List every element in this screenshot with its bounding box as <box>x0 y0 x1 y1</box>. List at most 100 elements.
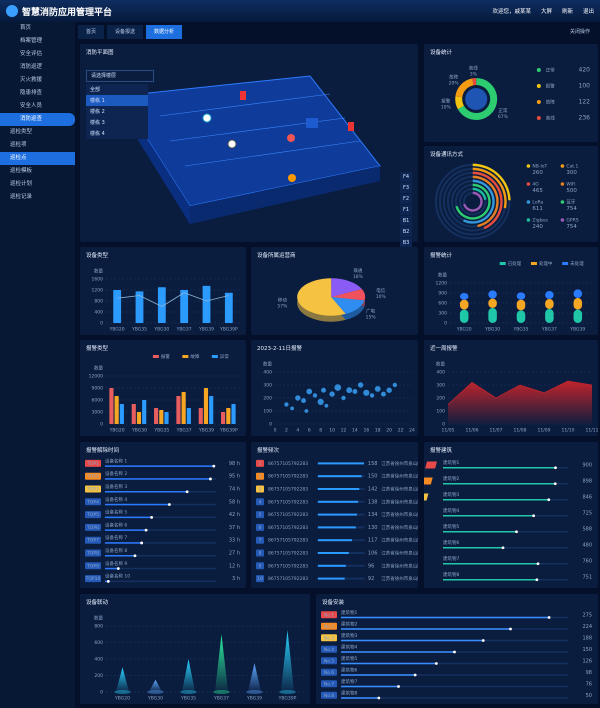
submenu-item[interactable]: 巡检模板 <box>10 168 33 174</box>
menu-item[interactable]: 隐患排查 <box>20 90 43 96</box>
rank-badge <box>321 645 337 653</box>
rank-badge <box>85 523 101 531</box>
bar <box>317 475 362 478</box>
value-label: 900 <box>582 463 592 469</box>
legend-label: 异常 <box>220 353 229 360</box>
donut-slice <box>472 78 477 86</box>
tab-action[interactable]: 关闭操作 <box>569 29 590 35</box>
value-label: 126 <box>582 658 592 664</box>
line <box>447 380 593 405</box>
legend-dot <box>560 164 565 168</box>
submenu-item[interactable]: 巡检计划 <box>10 181 33 187</box>
rank-label: No.4 <box>324 647 334 653</box>
x-tick-label: YBG35 <box>153 428 169 434</box>
legend-dot <box>526 218 531 222</box>
y-tick-label: 300 <box>436 383 445 389</box>
menu-item[interactable]: 灭火救援 <box>20 77 43 83</box>
floor-button[interactable]: B3 <box>400 238 412 248</box>
legend-label: 正常 <box>546 67 555 74</box>
x-tick-label: YBG35 <box>180 696 196 702</box>
tab[interactable]: 设备报送 <box>107 25 144 39</box>
submenu-item[interactable]: 巡检类型 <box>10 129 33 135</box>
bubble <box>304 409 309 413</box>
pie-slice <box>331 289 366 301</box>
item-name: 设备名称 2 <box>105 470 127 477</box>
floor-option[interactable]: 楼栋 2 <box>90 109 105 115</box>
x-tick-label: YBG30 <box>484 327 500 333</box>
rank-label: TOP5 <box>86 512 99 518</box>
bar <box>105 478 211 480</box>
floor-option[interactable]: 楼栋 3 <box>90 120 105 126</box>
value-label: 898 <box>582 479 592 485</box>
slice-name: 移动 <box>278 297 287 304</box>
header-action[interactable]: 欢迎您，戚某某 <box>492 9 531 15</box>
x-tick-label: 20 <box>386 428 392 434</box>
floor-option[interactable]: 楼栋 4 <box>90 131 105 137</box>
item-name: 86757105792283 <box>268 538 308 544</box>
y-tick-label: 6000 <box>92 398 104 404</box>
bar <box>105 555 135 557</box>
bar-tip <box>209 477 212 481</box>
y-tick-label: 400 <box>436 370 445 376</box>
tab[interactable]: 数据分析 <box>146 25 183 39</box>
floor-button[interactable]: F3 <box>400 183 412 193</box>
rank-badge <box>85 485 101 493</box>
submenu-item[interactable]: 巡检项 <box>10 142 27 148</box>
pie-slice <box>331 297 365 314</box>
menu-item[interactable]: 首页 <box>20 25 32 31</box>
legend-swatch <box>182 355 189 358</box>
rank-label: TOP6 <box>86 525 99 531</box>
x-tick-label: YBG30 <box>153 327 169 333</box>
y-tick-label: 100 <box>436 409 445 415</box>
value-label: 130 <box>368 525 378 531</box>
y-tick-label: 400 <box>263 370 272 376</box>
rank-badge <box>256 575 264 583</box>
floor-button[interactable]: F4 <box>400 172 412 182</box>
submenu-item[interactable]: 巡检记录 <box>10 194 33 200</box>
value-label: 27 h <box>229 551 240 557</box>
slice-label: 3% <box>470 72 478 78</box>
header-action[interactable]: 大屏 <box>540 9 552 15</box>
floor-button[interactable]: F1 <box>400 205 412 215</box>
value-label: 33 h <box>229 538 240 544</box>
x-tick-label: YBG35 <box>131 327 147 333</box>
bar-track <box>105 580 216 583</box>
legend-label: 离线 <box>546 115 555 122</box>
y-tick-label: 12000 <box>89 374 103 380</box>
panel-title: 设备安装 <box>322 600 345 606</box>
x-tick-label: 11/11 <box>586 428 598 434</box>
floor-button[interactable]: B2 <box>400 227 412 237</box>
chart: TOP1 设备名称 1 98 h TOP2 设备名称 2 95 h TOP3 设备名称 3 74… <box>85 457 240 583</box>
floor-option[interactable]: 全部 <box>90 87 101 93</box>
header-action[interactable]: 退出 <box>582 9 594 15</box>
floor-button[interactable]: F2 <box>400 194 412 204</box>
menu-item[interactable]: 档案管理 <box>20 38 43 44</box>
legend-dot <box>536 68 541 72</box>
floor-option[interactable]: 楼栋 1 <box>86 95 148 106</box>
panel: 报警类型 0 3000 6000 9000 12000 数量 YBG20 YBG30 YBG35 Y… <box>80 340 246 436</box>
rank-label: No.3 <box>324 635 334 641</box>
bar <box>317 577 345 580</box>
value-label: 117 <box>368 538 378 544</box>
y-tick-label: 200 <box>436 396 445 402</box>
menu-item[interactable]: 安全评估 <box>20 51 43 57</box>
rank-badge <box>85 575 101 583</box>
item-address: 江苏省徐州市泉山区 <box>381 575 418 582</box>
floor-button[interactable]: B1 <box>400 216 412 226</box>
x-tick-label: YBG20 <box>456 327 472 333</box>
submenu-item[interactable]: 巡检点 <box>0 152 75 165</box>
header-action[interactable]: 刷新 <box>561 9 573 15</box>
menu-item[interactable]: 安全人员 <box>20 103 43 109</box>
tab[interactable]: 首页 <box>78 25 105 39</box>
building-side <box>190 166 380 224</box>
panel: 近一周报警 0 100 200 300 400 数量 11/05 11/06 11/07 11/08… <box>424 340 598 436</box>
menu-item[interactable]: 消防巡查 <box>0 113 75 126</box>
floor-select[interactable]: 请选择楼层 <box>86 70 154 82</box>
x-tick-label: YBG37 <box>213 696 229 702</box>
menu-item[interactable]: 消防巡逻 <box>20 64 43 70</box>
bubble <box>363 389 370 396</box>
pie-slice <box>297 278 346 316</box>
y-tick-label: 900 <box>438 291 447 297</box>
panel: 设备统计 正常 67% 报警 10% 故障 20% 离线 3% 正常 420 报警 100 故障 122 离线… <box>424 44 598 142</box>
